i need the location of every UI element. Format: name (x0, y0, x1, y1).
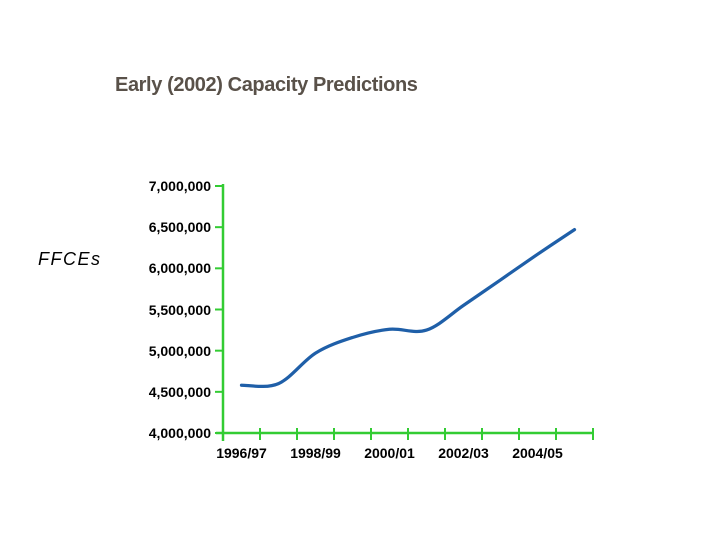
y-axis-title: FFCEs (38, 249, 102, 269)
series-line-ffces (239, 227, 577, 389)
y-axis-tick-label: 7,000,000 (148, 178, 211, 194)
x-axis-tick-label: 2004/05 (512, 445, 563, 461)
x-axis-tick-label: 1998/99 (290, 445, 341, 461)
chart-tick-marks (215, 185, 594, 440)
y-axis-tick-label: 5,000,000 (148, 342, 211, 359)
chart-axes (216, 184, 594, 441)
x-axis-tick-label: 2000/01 (364, 445, 415, 461)
x-axis-tick-label: 2002/03 (438, 445, 489, 461)
y-axis-tick-label: 4,000,000 (148, 425, 211, 441)
x-axis-tick-label: 1996/97 (216, 445, 267, 461)
y-axis-tick-label: 4,500,000 (148, 383, 211, 400)
slide-title: Early (2002) Capacity Predictions (115, 74, 418, 96)
y-axis-tick-label: 6,500,000 (148, 219, 211, 236)
y-axis-tick-label: 6,000,000 (148, 260, 211, 277)
y-axis-tick-label: 5,500,000 (148, 301, 211, 318)
